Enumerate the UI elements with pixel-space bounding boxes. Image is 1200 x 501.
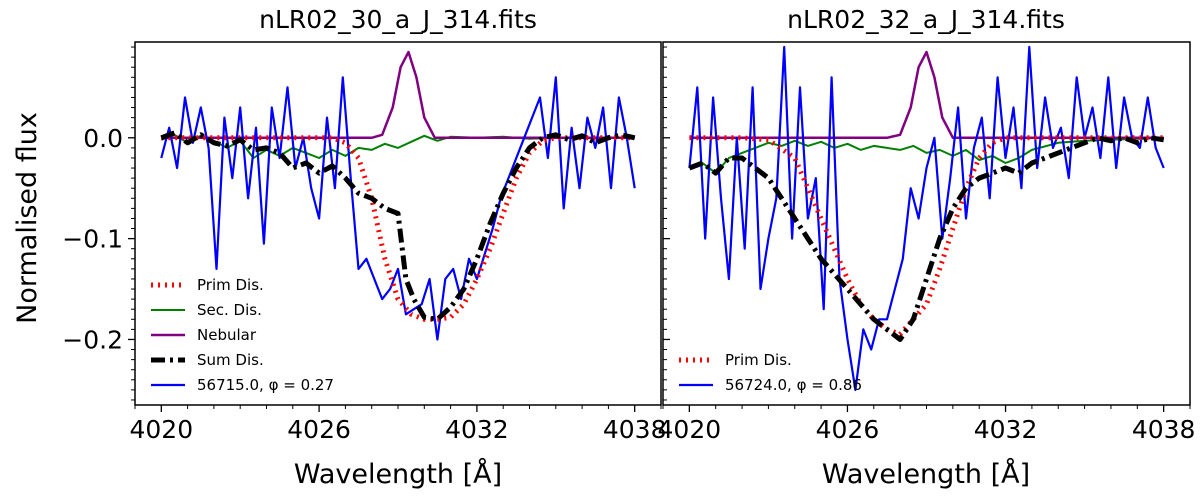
ticks: 4020 4026 4032 4038 bbox=[658, 46, 1196, 444]
panel-left: nLR02_30_a_J_314.fits 4020 4026 4032 4038 0.… bbox=[62, 5, 666, 490]
series-obs-line bbox=[688, 45, 1165, 391]
series-nebular-line bbox=[689, 50, 1164, 140]
x-tick-label: 4026 bbox=[287, 415, 351, 444]
x-tick-label: 4032 bbox=[974, 415, 1038, 444]
x-axis-label: Wavelength [Å] bbox=[822, 458, 1030, 490]
legend-label-obs: 56724.0, φ = 0.86 bbox=[725, 376, 862, 394]
panel-right: nLR02_32_a_J_314.fits 4020 4026 4032 4038 P… bbox=[658, 5, 1196, 490]
legend-label-obs: 56715.0, φ = 0.27 bbox=[197, 376, 334, 394]
legend-label-nebular: Nebular bbox=[197, 326, 257, 344]
series-nebular-line bbox=[161, 50, 635, 140]
panel-title: nLR02_30_a_J_314.fits bbox=[259, 5, 537, 34]
x-axis-label: Wavelength [Å] bbox=[294, 458, 502, 490]
legend-label-sum: Sum Dis. bbox=[197, 351, 264, 369]
x-tick-label: 4038 bbox=[603, 415, 667, 444]
legend-label-prim: Prim Dis. bbox=[197, 276, 264, 294]
series-prim-line bbox=[161, 135, 635, 322]
legend-label-sec: Sec. Dis. bbox=[197, 301, 262, 319]
x-tick-label: 4038 bbox=[1132, 415, 1196, 444]
series-group bbox=[160, 50, 636, 341]
series-group bbox=[688, 45, 1165, 391]
x-tick-label: 4020 bbox=[658, 415, 722, 444]
x-tick-label: 4020 bbox=[129, 415, 193, 444]
panel-title: nLR02_32_a_J_314.fits bbox=[787, 5, 1065, 34]
series-sum-line bbox=[160, 130, 636, 322]
y-tick-label: −0.2 bbox=[62, 325, 123, 354]
legend: Prim Dis. 56724.0, φ = 0.86 bbox=[679, 351, 862, 394]
legend: Prim Dis. Sec. Dis. Nebular Sum Dis. 56715.0… bbox=[151, 276, 334, 394]
series-sum-line bbox=[688, 135, 1165, 342]
y-tick-label: 0.0 bbox=[83, 124, 123, 153]
series-obs-line bbox=[160, 76, 636, 341]
legend-label-prim: Prim Dis. bbox=[725, 351, 792, 369]
x-tick-label: 4026 bbox=[816, 415, 880, 444]
series-prim-line bbox=[689, 135, 1164, 337]
ticks: 4020 4026 4032 4038 0.0 −0.1 −0.2 bbox=[62, 46, 667, 444]
x-tick-label: 4032 bbox=[445, 415, 509, 444]
y-tick-label: −0.1 bbox=[62, 225, 123, 254]
series-sec-line bbox=[689, 136, 1164, 175]
y-axis-label: Normalised flux bbox=[12, 112, 43, 324]
